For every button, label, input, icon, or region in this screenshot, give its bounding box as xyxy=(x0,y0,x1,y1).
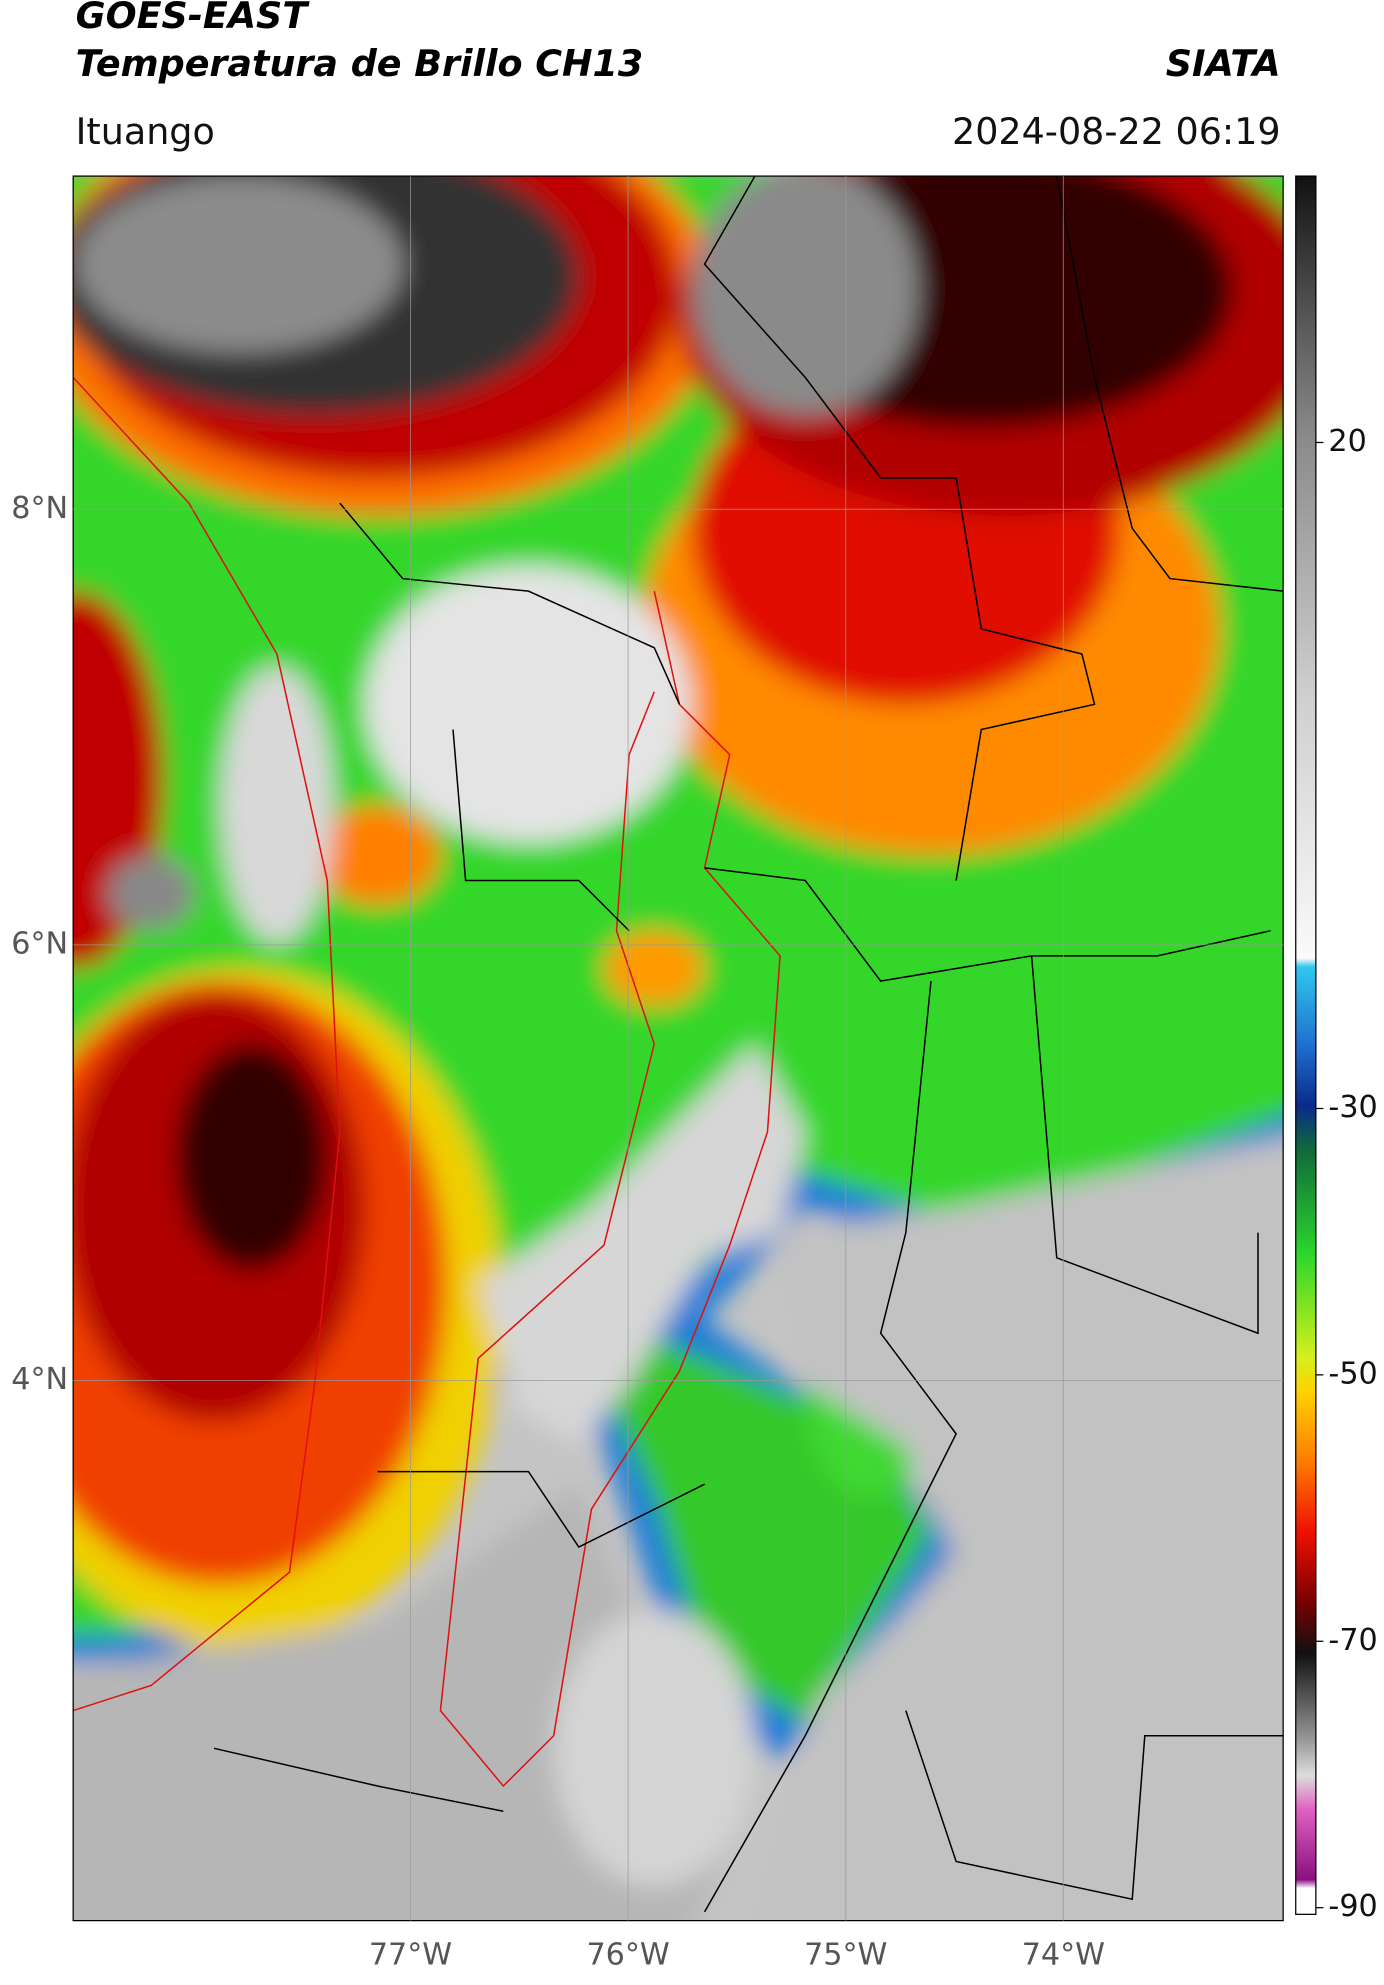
lon-tick-label: 76°W xyxy=(586,1937,669,1972)
lon-tick-label: 75°W xyxy=(804,1937,887,1972)
lon-tick-label: 74°W xyxy=(1022,1937,1105,1972)
organization: SIATA xyxy=(1166,42,1281,85)
product: Temperatura de Brillo CH13 xyxy=(76,42,644,85)
colorbar-tick-label: -70 xyxy=(1328,1623,1377,1658)
lat-tick-label: 6°N xyxy=(11,926,68,961)
colorbar-tick-label: -50 xyxy=(1328,1356,1377,1391)
colorbar-tick-label: 20 xyxy=(1328,424,1366,459)
colorbar-tick-label: -90 xyxy=(1328,1889,1377,1924)
lat-tick-label: 8°N xyxy=(11,491,68,526)
satellite: GOES-EAST xyxy=(76,0,311,37)
datetime: 2024-08-22 06:19 xyxy=(952,110,1281,153)
map-frame xyxy=(72,175,1284,1922)
location: Ituango xyxy=(76,110,215,153)
satellite-image xyxy=(73,176,1284,1921)
colorbar xyxy=(1295,175,1317,1915)
colorbar-tick-label: -30 xyxy=(1328,1090,1377,1125)
lat-tick-label: 4°N xyxy=(11,1362,68,1397)
lon-tick-label: 77°W xyxy=(369,1937,452,1972)
